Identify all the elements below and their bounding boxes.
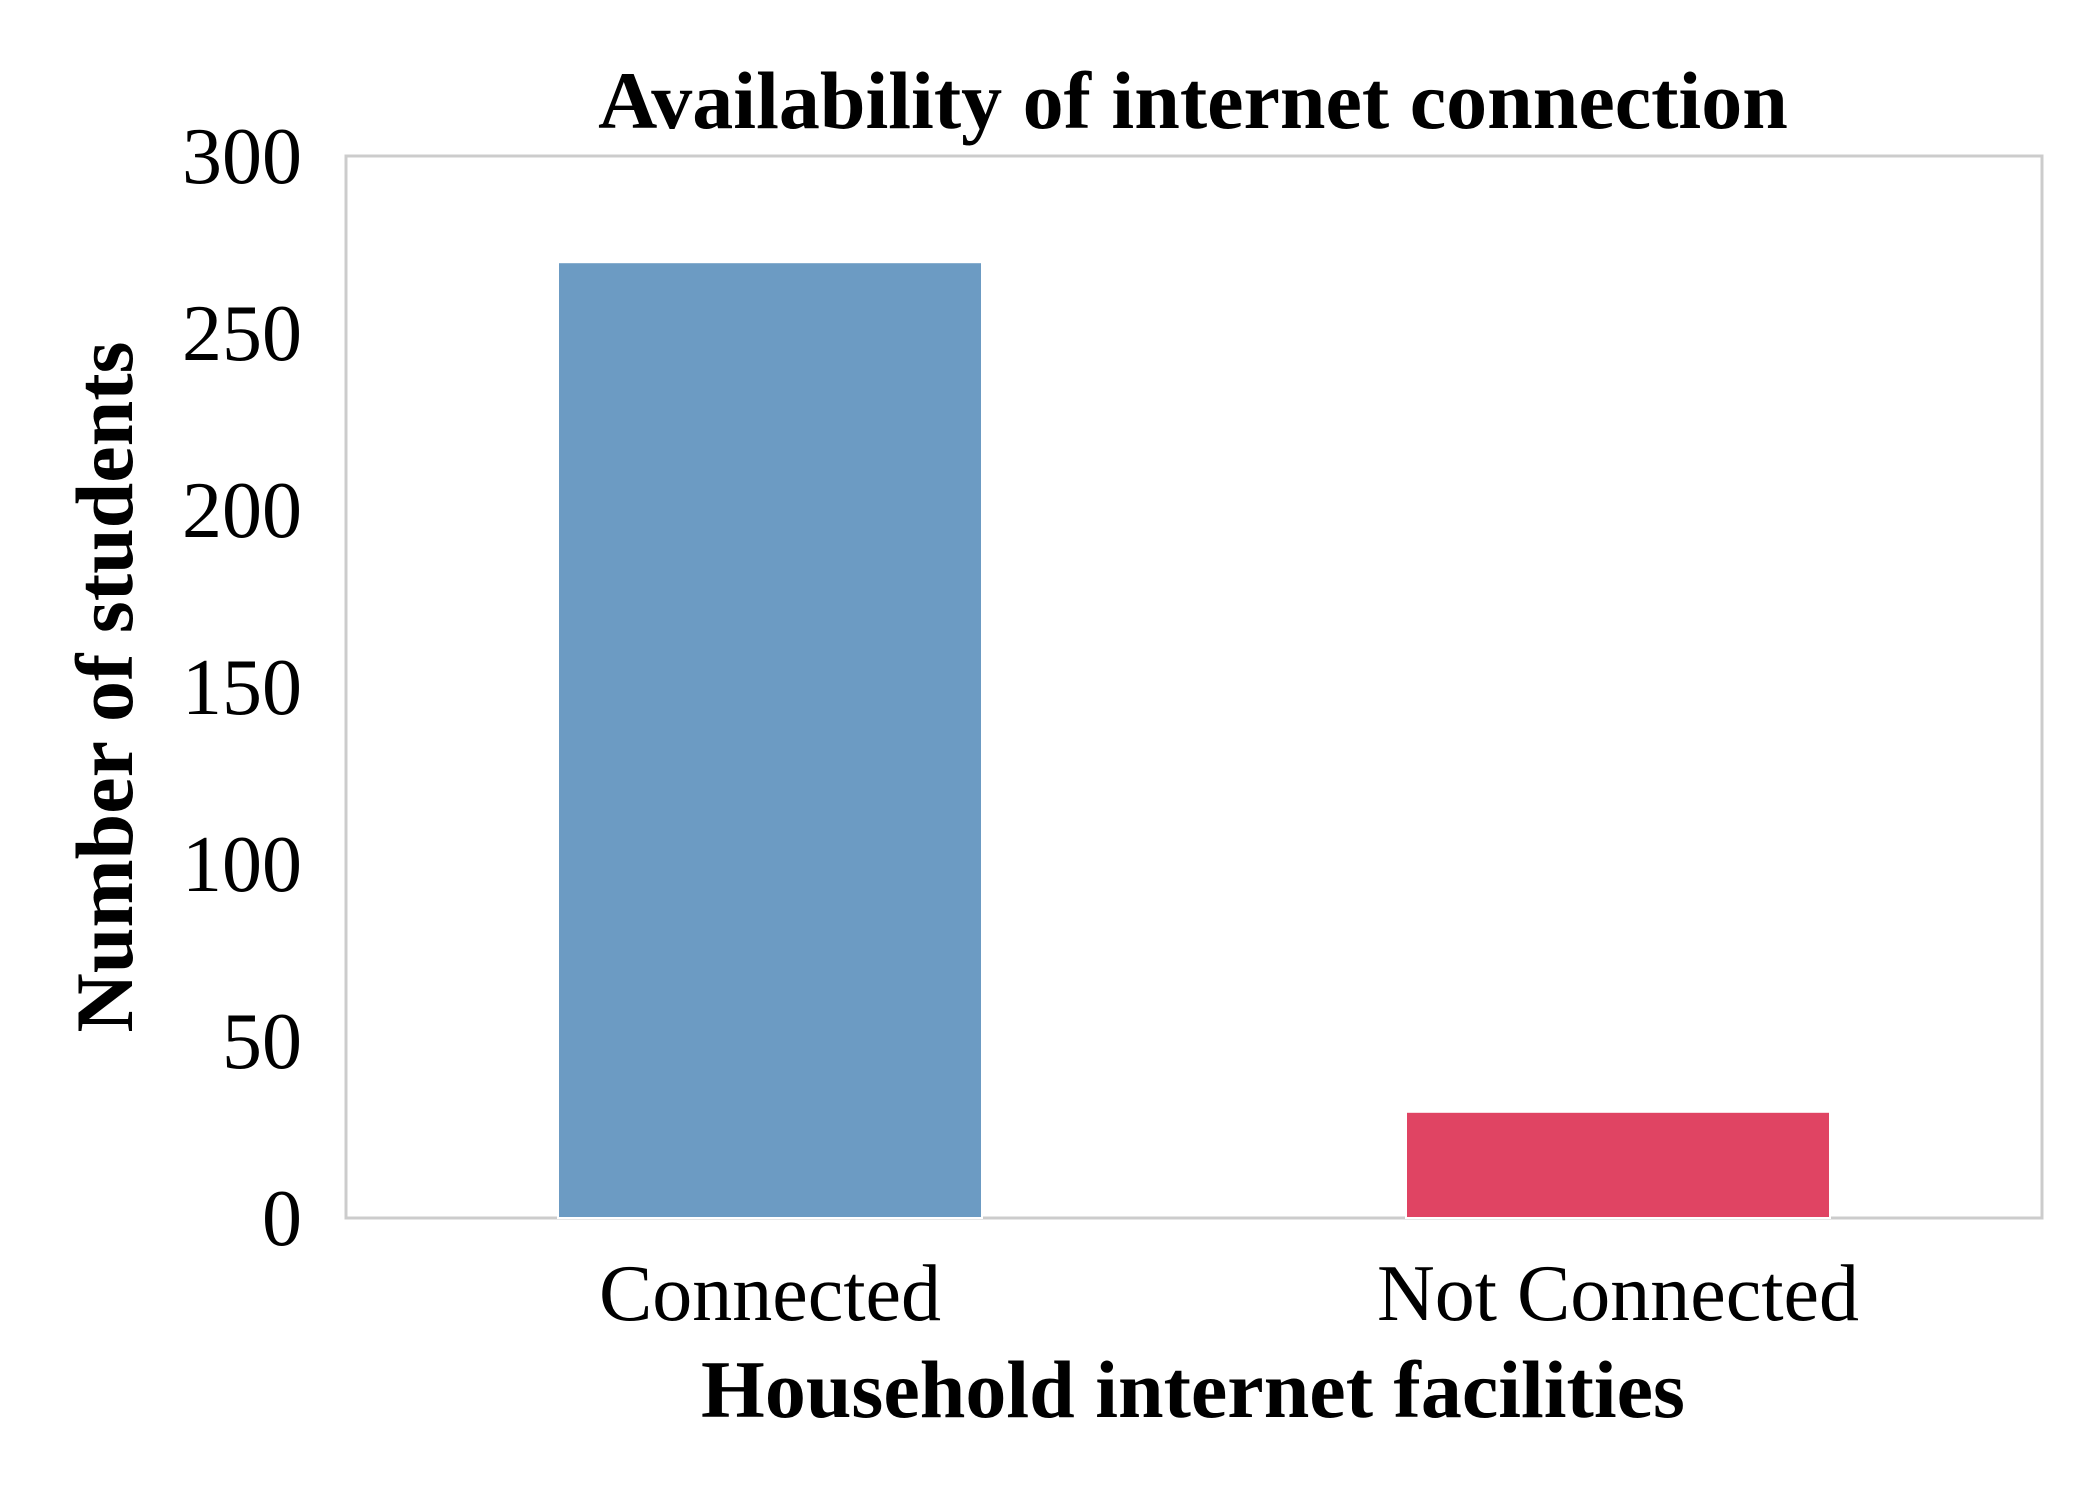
y-tick-label: 200 [182, 467, 302, 555]
y-tick-label: 250 [182, 290, 302, 378]
x-axis-ticks: Connected Not Connected [599, 1250, 1859, 1338]
y-tick-label: 0 [262, 1175, 302, 1263]
x-tick-label: Not Connected [1377, 1250, 1859, 1338]
y-axis-ticks: 0 50 100 150 200 250 300 [182, 113, 302, 1263]
bar-not-connected [1405, 1110, 1831, 1220]
chart-title: Availability of internet connection [598, 55, 1788, 146]
x-axis-label: Household internet facilities [701, 1344, 1685, 1435]
y-tick-label: 50 [222, 998, 302, 1086]
y-axis-label: Number of students [59, 342, 150, 1033]
x-tick-label: Connected [599, 1250, 941, 1338]
plot-area-frame [344, 154, 2044, 1220]
y-tick-label: 300 [182, 113, 302, 201]
bars [557, 261, 1831, 1220]
y-tick-label: 150 [182, 644, 302, 732]
y-tick-label: 100 [182, 821, 302, 909]
bar-connected [557, 261, 983, 1219]
